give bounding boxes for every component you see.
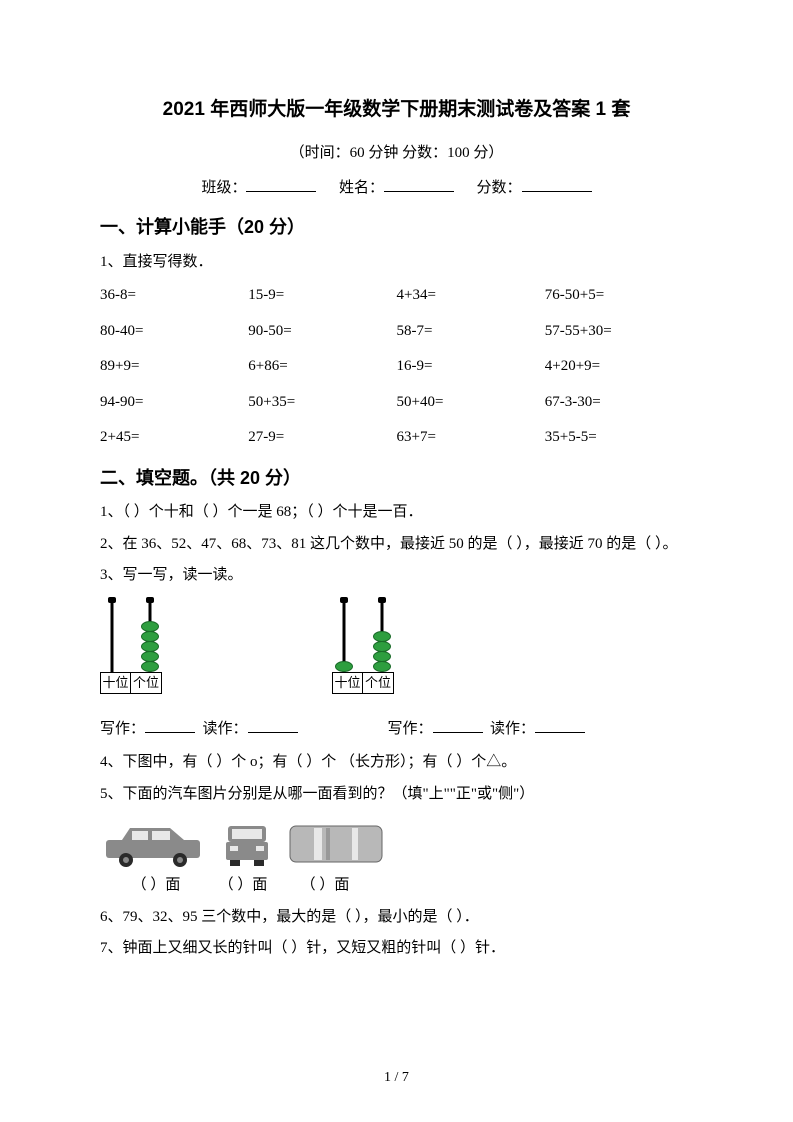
subtitle: （时间：60 分钟 分数：100 分）	[100, 138, 693, 170]
calc-cell: 76-50+5=	[545, 278, 693, 314]
abacus-row: 十位 个位 十位 个位	[100, 600, 693, 694]
section1-header: 一、计算小能手（20 分）	[100, 209, 693, 247]
s1-q1-label: 1、直接写得数．	[100, 247, 693, 279]
tens-label: 十位	[333, 673, 363, 693]
calc-cell: 94-90=	[100, 385, 248, 421]
abacus-rods	[103, 600, 159, 672]
ones-label: 个位	[131, 673, 161, 693]
abacus1-tens-rod	[103, 600, 121, 672]
car-side-icon	[100, 820, 208, 868]
calc-cell: 80-40=	[100, 314, 248, 350]
s2-q1: 1、（ ）个十和（ ）个一是 68；（ ）个十是一百．	[100, 497, 693, 529]
s2-q2: 2、在 36、52、47、68、73、81 这几个数中，最接近 50 的是（ ）…	[100, 529, 693, 561]
read-blank	[535, 715, 585, 733]
view-label-c: （ ）面	[274, 870, 376, 902]
read-blank	[248, 715, 298, 733]
s2-q3-label: 3、写一写，读一读。	[100, 560, 693, 592]
car-labels: （ ）面 （ ）面 （ ）面	[100, 870, 693, 902]
calc-cell: 36-8=	[100, 278, 248, 314]
calc-cell: 57-55+30=	[545, 314, 693, 350]
score-field-label: 分数：	[477, 180, 522, 196]
calc-cell: 6+86=	[248, 349, 396, 385]
score-blank	[522, 174, 592, 192]
s2-q7: 7、钟面上又细又长的针叫（ ）针，又短又粗的针叫（ ）针．	[100, 933, 693, 965]
calc-cell: 89+9=	[100, 349, 248, 385]
car-top-icon	[286, 820, 386, 868]
calc-cell: 58-7=	[397, 314, 545, 350]
calc-cell: 4+34=	[397, 278, 545, 314]
calc-cell: 63+7=	[397, 420, 545, 456]
write-label: 写作：	[388, 721, 433, 737]
name-blank	[384, 174, 454, 192]
time-value: 60 分钟	[350, 145, 399, 161]
view-label-b: （ ）面	[212, 870, 274, 902]
write-read-2: 写作： 读作：	[388, 714, 586, 746]
car-row	[100, 820, 693, 868]
table-row: 2+45= 27-9= 63+7= 35+5-5=	[100, 420, 693, 456]
page-number: 1 / 7	[0, 1063, 793, 1092]
abacus2-tens-rod	[335, 600, 353, 672]
calc-cell: 90-50=	[248, 314, 396, 350]
write-blank	[433, 715, 483, 733]
calc-cell: 16-9=	[397, 349, 545, 385]
calc-cell: 2+45=	[100, 420, 248, 456]
write-label: 写作：	[100, 721, 145, 737]
table-row: 89+9= 6+86= 16-9= 4+20+9=	[100, 349, 693, 385]
write-blank	[145, 715, 195, 733]
calc-cell: 4+20+9=	[545, 349, 693, 385]
table-row: 94-90= 50+35= 50+40= 67-3-30=	[100, 385, 693, 421]
calc-cell: 50+40=	[397, 385, 545, 421]
write-read-1: 写作： 读作：	[100, 714, 298, 746]
abacus1-ones-rod	[141, 600, 159, 672]
calc-cell: 50+35=	[248, 385, 396, 421]
calc-cell: 15-9=	[248, 278, 396, 314]
tens-label: 十位	[101, 673, 131, 693]
calc-cell: 35+5-5=	[545, 420, 693, 456]
calc-table: 36-8= 15-9= 4+34= 76-50+5= 80-40= 90-50=…	[100, 278, 693, 456]
name-label: 姓名：	[339, 180, 384, 196]
view-label-a: （ ）面	[100, 870, 212, 902]
car-front-icon	[222, 820, 272, 868]
score-label: 分数：	[398, 145, 447, 161]
abacus2-ones-rod	[373, 600, 391, 672]
write-read-row: 写作： 读作： 写作： 读作：	[100, 714, 693, 746]
class-label: 班级：	[201, 180, 246, 196]
table-row: 36-8= 15-9= 4+34= 76-50+5=	[100, 278, 693, 314]
abacus-2: 十位 个位	[332, 600, 394, 694]
calc-cell: 67-3-30=	[545, 385, 693, 421]
abacus-1: 十位 个位	[100, 600, 162, 694]
read-label: 读作：	[203, 721, 248, 737]
abacus-base: 十位 个位	[100, 672, 162, 694]
s2-q5: 5、下面的汽车图片分别是从哪一面看到的？（填"上""正"或"侧"）	[100, 779, 693, 811]
score-value: 100 分）	[447, 145, 503, 161]
class-blank	[246, 174, 316, 192]
time-label: （时间：	[290, 145, 350, 161]
page-title: 2021 年西师大版一年级数学下册期末测试卷及答案 1 套	[100, 90, 693, 130]
abacus-base: 十位 个位	[332, 672, 394, 694]
section2-header: 二、填空题。（共 20 分）	[100, 460, 693, 498]
info-line: 班级： 姓名： 分数：	[100, 173, 693, 205]
abacus-rods	[335, 600, 391, 672]
ones-label: 个位	[363, 673, 393, 693]
s2-q6: 6、79、32、95 三个数中，最大的是（ ），最小的是（ ）．	[100, 902, 693, 934]
table-row: 80-40= 90-50= 58-7= 57-55+30=	[100, 314, 693, 350]
read-label: 读作：	[490, 721, 535, 737]
calc-cell: 27-9=	[248, 420, 396, 456]
s2-q4: 4、下图中，有（ ）个 o；有（ ）个 （长方形）；有（ ）个△。	[100, 747, 693, 779]
